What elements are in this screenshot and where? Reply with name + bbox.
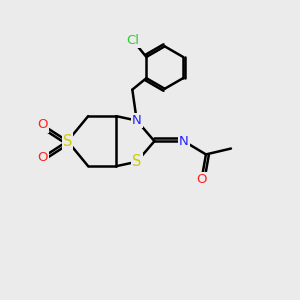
Text: Cl: Cl xyxy=(127,34,140,47)
Text: S: S xyxy=(132,154,141,169)
Text: O: O xyxy=(37,151,48,164)
Text: O: O xyxy=(37,118,48,131)
Text: N: N xyxy=(179,135,189,148)
Text: S: S xyxy=(63,134,72,149)
Text: N: N xyxy=(132,114,142,127)
Text: O: O xyxy=(196,173,207,186)
